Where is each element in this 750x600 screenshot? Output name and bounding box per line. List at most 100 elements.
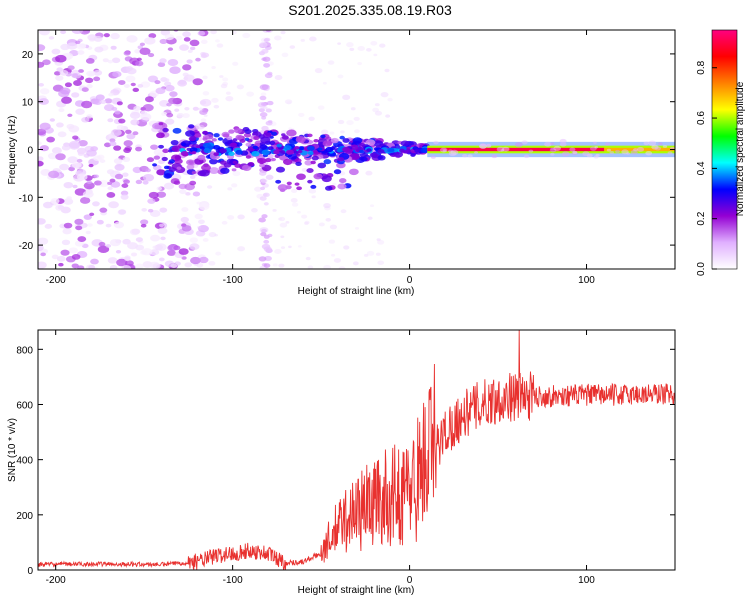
- spectrogram-cell: [123, 147, 132, 153]
- spectrogram-cell: [553, 145, 561, 151]
- spectrogram-cell: [342, 146, 350, 153]
- spectrogram-cell: [88, 163, 94, 168]
- spectrogram-cell: [200, 39, 208, 45]
- spectrogram-cell: [280, 30, 286, 35]
- spectrogram-cell: [273, 149, 280, 155]
- spectrogram-cell: [615, 149, 620, 154]
- spectrogram-cell: [148, 33, 157, 39]
- spectrogram-cell: [259, 41, 268, 48]
- spectrogram-cell: [186, 59, 193, 64]
- spectrogram-cell: [262, 56, 271, 62]
- spectrogram-cell: [158, 122, 164, 126]
- spectrogram-cell: [322, 140, 333, 147]
- spectrogram-cell: [286, 129, 297, 137]
- spectrogram-cell: [236, 84, 244, 90]
- spectrogram-cell: [265, 174, 274, 180]
- snr-y-ticks: 0 200 400 600 800: [16, 345, 675, 577]
- spectrogram-cell: [301, 214, 308, 219]
- spectrogram-cell: [75, 108, 85, 115]
- spectrogram-cell: [98, 241, 106, 247]
- spectrogram-cell: [324, 206, 331, 211]
- spectrogram-cell: [89, 212, 95, 216]
- spectrogram-cell: [85, 57, 95, 64]
- spectrogram-cell: [311, 195, 316, 199]
- spectrogram-cell: [150, 234, 161, 242]
- spectrogram-cell: [56, 255, 66, 262]
- spectrogram-cell: [51, 254, 59, 260]
- spectrogram-cell: [260, 92, 267, 97]
- spectrogram-cell: [127, 242, 138, 250]
- spectrogram-cell: [60, 249, 70, 256]
- spectrogram-cell: [500, 149, 505, 152]
- spectrogram-cell: [202, 137, 208, 141]
- spectrogram-cell: [242, 32, 251, 39]
- spectrogram-cell: [229, 142, 237, 148]
- spectrogram-cell: [107, 186, 113, 190]
- spectrogram-cell: [103, 142, 112, 148]
- spectrogram-cell: [367, 216, 373, 220]
- spectrogram-cell: [257, 158, 263, 162]
- spectrogram-cell: [373, 53, 378, 57]
- spectrogram-cell: [561, 151, 570, 157]
- spectrogram-cell: [198, 202, 210, 211]
- spectrogram-cell: [74, 240, 85, 247]
- spectrogram-cell: [281, 135, 289, 140]
- spectrogram-cell: [139, 42, 145, 47]
- spectrogram-cell: [63, 222, 73, 229]
- spectrogram-cell: [281, 52, 289, 58]
- spectrogram-cell: [67, 156, 78, 164]
- spectrogram-cell: [279, 222, 288, 228]
- spectrogram-cell: [104, 98, 113, 104]
- spectrogram-cell: [109, 238, 121, 247]
- spectrogram-cell: [190, 256, 201, 265]
- snr-x-ticks: -200 -100 0 100: [46, 330, 595, 586]
- spectrogram-cell: [113, 221, 125, 229]
- spectrogram-cell: [72, 135, 79, 140]
- spectrogram-cell: [109, 141, 117, 147]
- spectrogram-cell: [228, 129, 235, 134]
- spectrogram-cell: [288, 245, 292, 249]
- spectrogram-cell: [277, 184, 288, 191]
- spectrogram-cell: [485, 144, 492, 148]
- spectrogram-cell: [132, 131, 139, 136]
- spectrogram-cell: [61, 144, 71, 151]
- spectrogram-cell: [169, 66, 181, 74]
- spectrogram-cell: [267, 146, 274, 151]
- spectrogram-cell: [318, 222, 325, 227]
- spectrogram-cell: [113, 145, 122, 151]
- spectrogram-cell: [195, 57, 201, 62]
- spectrogram-cell: [135, 146, 143, 152]
- spectrogram-cell: [159, 38, 168, 45]
- spectrogram-cell: [263, 246, 272, 252]
- spectrogram-cell: [237, 246, 246, 252]
- spectrogram-cell: [260, 102, 267, 106]
- snr-series-line: [38, 330, 675, 570]
- spectrogram-cell: [66, 42, 78, 50]
- spectrogram-cell: [162, 127, 169, 133]
- spectrogram-cell: [167, 250, 176, 256]
- x-tick-label: -200: [46, 275, 66, 286]
- spectrogram-cell: [234, 163, 242, 168]
- snr-frame: [37, 329, 676, 571]
- spectrogram-cell: [122, 172, 129, 177]
- spectrogram-cell: [126, 133, 136, 140]
- spectrogram-cell: [285, 221, 290, 224]
- spectrogram-cell: [105, 223, 112, 228]
- spectrogram-cell: [245, 142, 252, 147]
- spectrogram-cell: [329, 131, 335, 135]
- spectrogram-cell: [154, 124, 162, 130]
- spectrogram-cell: [158, 257, 165, 262]
- spectrogram-cell: [71, 254, 81, 260]
- x-tick-label: -200: [46, 575, 66, 586]
- spectrogram-cell: [297, 210, 301, 214]
- spectrogram-cell: [163, 165, 170, 170]
- spectrogram-cell: [385, 114, 391, 118]
- spectrogram-cell: [308, 116, 315, 121]
- spectrogram-cell: [227, 215, 235, 220]
- spectrogram-cell: [173, 180, 181, 185]
- spectrogram-cell: [78, 139, 88, 147]
- spectrogram-cell: [291, 202, 299, 207]
- spectrogram-cell: [95, 94, 105, 101]
- spectrogram-cell: [369, 152, 378, 158]
- spectrogram-cell: [331, 253, 336, 257]
